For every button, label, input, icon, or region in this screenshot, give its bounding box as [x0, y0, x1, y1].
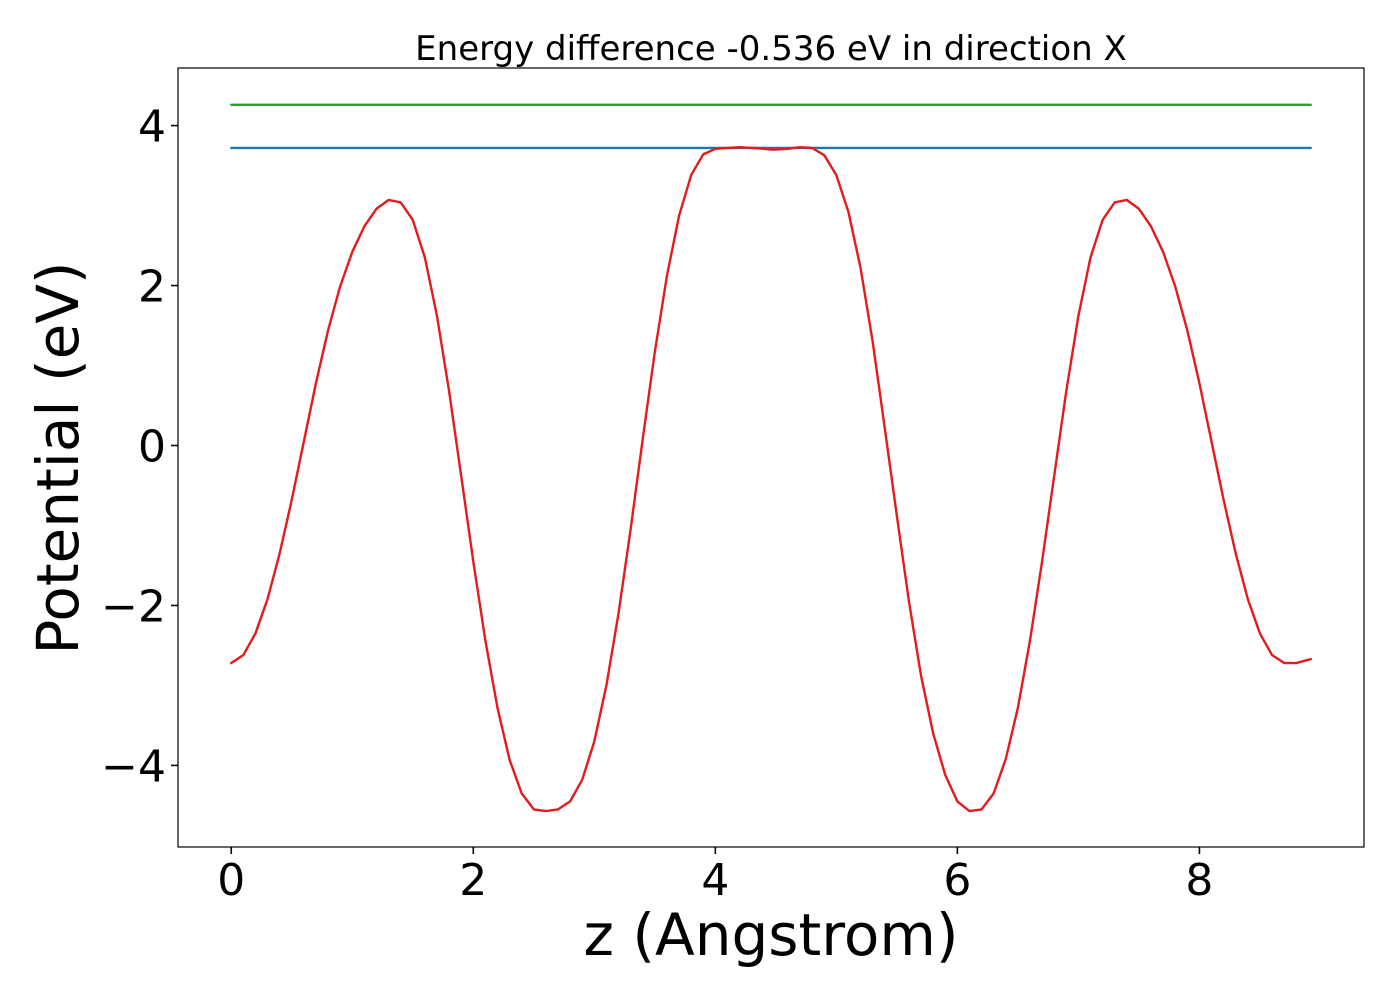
y-tick-label: 4	[138, 102, 166, 153]
y-axis: −4 −2 0 2 4	[101, 102, 178, 792]
y-tick-label: 0	[138, 422, 166, 473]
x-tick-label: 2	[459, 855, 487, 906]
plot-frame	[177, 67, 1365, 848]
x-axis-label: z (Angstrom)	[584, 901, 959, 969]
plot-area	[230, 103, 1312, 813]
x-axis: 0 2 4 6 8	[217, 847, 1213, 906]
y-tick-label: −2	[101, 581, 166, 632]
y-tick-label: −4	[101, 741, 166, 792]
x-tick-label: 6	[943, 855, 971, 906]
x-tick-label: 4	[701, 855, 729, 906]
x-tick-label: 8	[1185, 855, 1213, 906]
x-tick-label: 0	[217, 855, 245, 906]
y-tick-label: 2	[138, 262, 166, 313]
series-line-3	[230, 145, 1312, 813]
chart-title: Energy difference -0.536 eV in direction…	[415, 29, 1127, 69]
y-axis-label: Potential (eV)	[24, 261, 92, 654]
